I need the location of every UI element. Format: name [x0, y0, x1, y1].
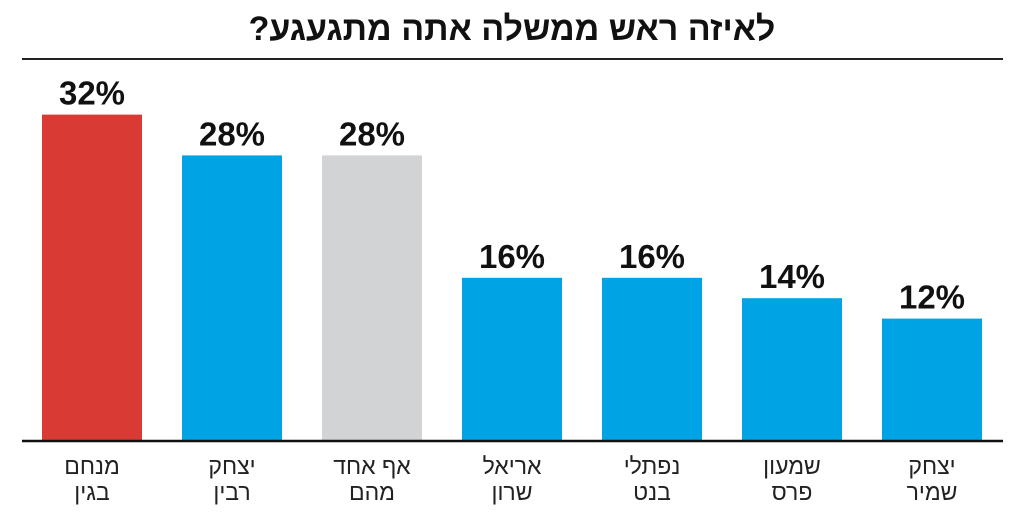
bar-value-label-3: 28%: [339, 115, 405, 152]
category-label-5-line-1: נפתלי: [624, 453, 681, 479]
category-label-2-line-1: יצחק: [208, 453, 255, 479]
category-label-6-line-2: פרס: [772, 479, 813, 505]
category-label-7-line-2: שמיר: [907, 479, 958, 505]
bar-value-label-6: 14%: [759, 258, 825, 295]
bar-3: [322, 155, 422, 441]
bar-2: [182, 155, 282, 441]
category-label-1-line-1: מנחם: [64, 453, 120, 479]
bar-5: [602, 277, 702, 441]
category-label-7-line-1: יצחק: [908, 453, 955, 479]
chart-title: לאיזה ראש ממשלה אתה מתגעגע?: [249, 10, 776, 48]
category-label-6-line-1: שמעון: [763, 453, 821, 479]
bar-value-label-4: 16%: [479, 238, 545, 275]
category-label-4-line-2: שרון: [491, 479, 532, 505]
bar-value-label-2: 28%: [199, 115, 265, 152]
bar-1: [42, 114, 142, 441]
category-label-2-line-2: רבין: [213, 479, 250, 505]
bar-4: [462, 277, 562, 441]
category-label-3-line-1: אף אחד: [333, 453, 411, 479]
bar-value-label-7: 12%: [899, 279, 965, 316]
category-label-3-line-2: מהם: [349, 479, 395, 505]
bar-value-label-5: 16%: [619, 238, 685, 275]
category-label-5-line-2: בנט: [633, 479, 671, 505]
bar-6: [742, 298, 842, 441]
bar-7: [882, 318, 982, 441]
bar-value-label-1: 32%: [59, 75, 125, 112]
category-label-1-line-2: בגין: [74, 479, 109, 505]
category-label-4-line-1: אריאל: [483, 453, 542, 479]
